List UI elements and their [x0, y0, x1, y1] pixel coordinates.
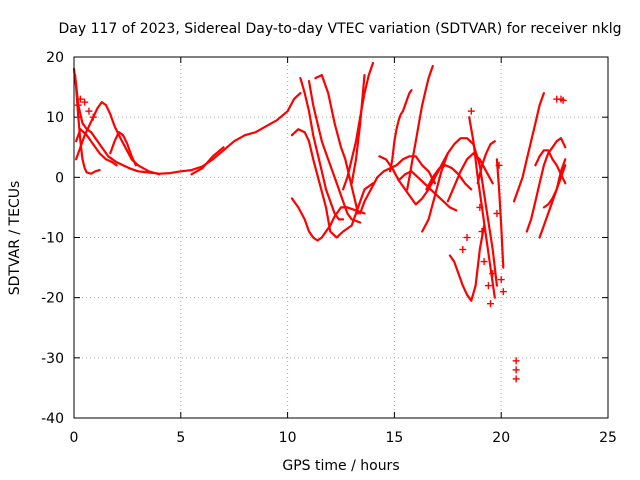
plus-marker — [559, 96, 567, 104]
y-tick-label: -20 — [41, 291, 64, 307]
y-tick-label: -30 — [41, 351, 64, 367]
plus-marker — [495, 161, 503, 169]
series-track-24 — [476, 140, 496, 185]
chart-title: Day 117 of 2023, Sidereal Day-to-day VTE… — [59, 21, 622, 37]
plot-frame — [73, 56, 609, 419]
series-track-9 — [299, 77, 345, 221]
plus-marker — [484, 282, 492, 290]
plus-marker — [512, 366, 520, 374]
series-track-6 — [190, 146, 225, 176]
series-track-14 — [359, 155, 437, 215]
plus-marker — [89, 113, 97, 121]
series-track-30 — [542, 164, 567, 209]
plus-marker — [487, 300, 495, 308]
plus-marker — [463, 234, 471, 241]
plus-marker — [489, 270, 497, 278]
y-tick-label: 0 — [55, 170, 64, 186]
plus-marker — [74, 101, 82, 109]
x-axis-label: GPS time / hours — [282, 458, 399, 474]
series-track-25 — [495, 158, 505, 269]
series-track-17 — [406, 64, 434, 191]
x-tick-label: 25 — [599, 430, 617, 446]
series-track-26 — [512, 92, 545, 203]
series-track-21 — [446, 152, 494, 203]
y-axis-label: SDTVAR / TECUs — [7, 181, 23, 296]
series-track-18 — [389, 89, 413, 173]
series-track-22 — [448, 224, 486, 302]
series-track-13 — [350, 74, 366, 185]
series-track-12 — [342, 61, 375, 191]
axis-ticks: 0 5 10 15 20 25 -40 -30 -20 -10 0 10 20 — [41, 50, 617, 446]
plus-marker — [81, 98, 89, 106]
y-tick-label: -40 — [41, 411, 64, 427]
plus-marker — [480, 258, 488, 266]
series-track-19 — [421, 137, 498, 287]
plus-marker — [497, 276, 505, 284]
x-tick-label: 15 — [385, 430, 403, 446]
series-track-27 — [525, 137, 567, 233]
plus-marker — [512, 375, 520, 383]
series-track-11 — [314, 74, 360, 215]
series-track-10 — [307, 80, 362, 224]
series-track-4 — [75, 128, 118, 167]
plus-marker — [467, 107, 475, 115]
series-layer — [72, 61, 567, 302]
plus-marker — [76, 95, 84, 103]
x-tick-label: 0 — [70, 430, 79, 446]
series-track-5 — [109, 131, 137, 167]
scatter-layer — [74, 95, 567, 383]
y-tick-label: -10 — [41, 231, 64, 247]
grid-lines — [74, 57, 608, 418]
series-track-2 — [74, 74, 302, 175]
plus-marker — [459, 246, 467, 254]
plus-marker — [478, 227, 486, 235]
plus-marker — [493, 209, 501, 217]
series-track-1 — [72, 67, 101, 175]
series-track-20 — [425, 164, 473, 191]
plus-marker — [512, 357, 520, 365]
series-track-29 — [538, 158, 567, 239]
x-tick-label: 5 — [176, 430, 185, 446]
y-tick-label: 10 — [46, 110, 64, 126]
plus-marker — [85, 107, 93, 115]
plus-marker — [499, 288, 507, 296]
plus-marker — [476, 203, 484, 211]
x-tick-label: 10 — [279, 430, 297, 446]
y-tick-label: 20 — [46, 50, 64, 66]
x-tick-label: 20 — [492, 430, 510, 446]
